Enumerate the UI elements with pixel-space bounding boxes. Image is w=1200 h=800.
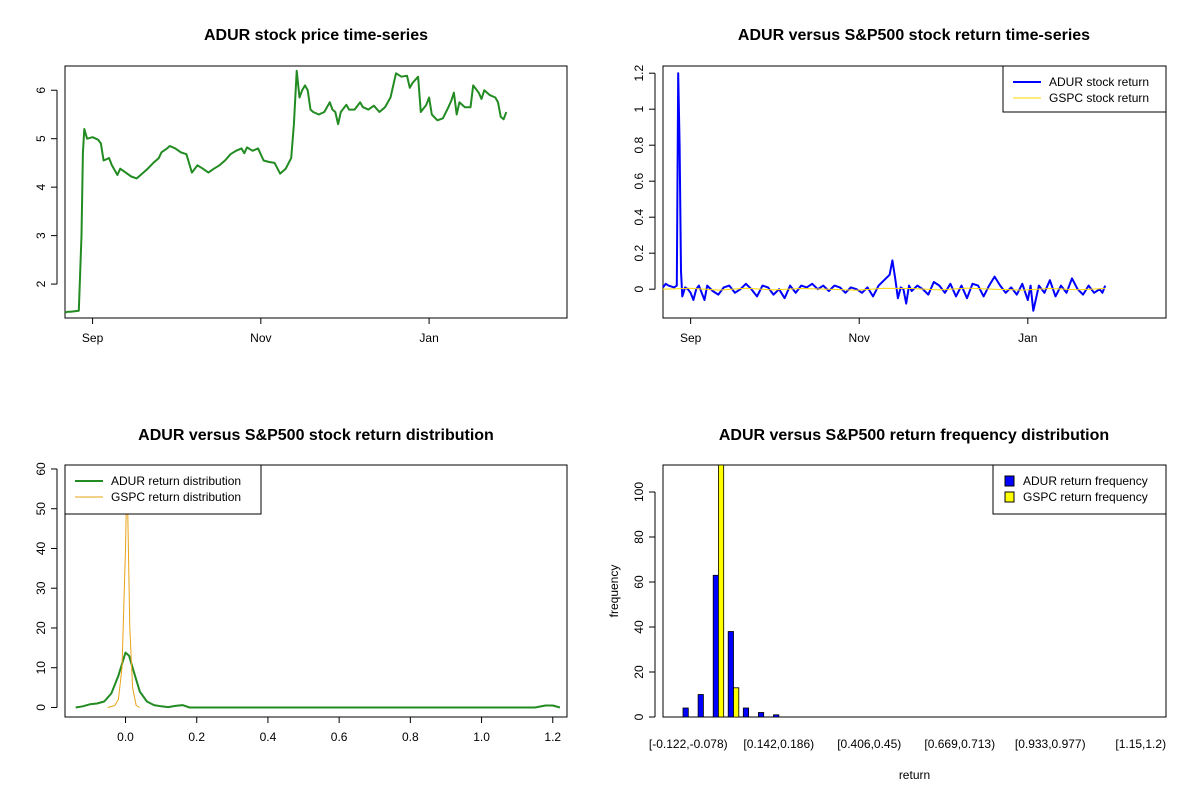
price-time-series-panel: ADUR stock price time-series 2 3 4 5 6 Sep Nov J…: [34, 27, 568, 345]
x-tick-label: Nov: [250, 331, 271, 345]
series-line-gspc-stock-return: [662, 287, 1106, 291]
x-tick-label: [1.15,1.2): [1115, 737, 1166, 751]
y-tick-label: 30: [34, 581, 48, 595]
legend-box: [992, 464, 1167, 515]
bar-gspc: [718, 464, 725, 718]
y-tick-label: 4: [34, 183, 48, 190]
x-tick-label: Jan: [1018, 331, 1037, 345]
y-tick-label: 60: [632, 575, 646, 589]
legend-label: GSPC return frequency: [1023, 490, 1148, 504]
series-line-adur-return-distribution: [75, 651, 561, 709]
legend-label: ADUR stock return: [1049, 75, 1149, 89]
legend-label: ADUR return distribution: [111, 474, 241, 488]
x-tick-label: Sep: [680, 331, 702, 345]
y-tick-label: 1: [632, 106, 646, 113]
y-tick-label: 0: [632, 286, 646, 293]
y-tick-label: 40: [34, 541, 48, 555]
legend-box: [64, 464, 262, 515]
x-tick-label: Nov: [849, 331, 870, 345]
y-tick-label: 60: [34, 462, 48, 476]
chart-title: ADUR versus S&P500 return frequency dist…: [719, 427, 1109, 444]
bar-adur: [727, 631, 734, 718]
x-tick-label: [0.142,0.186): [743, 737, 814, 751]
x-tick-label: [0.669,0.713): [924, 737, 995, 751]
legend-label: GSPC stock return: [1049, 91, 1149, 105]
bar-adur: [712, 574, 719, 718]
legend-label: ADUR return frequency: [1023, 474, 1148, 488]
bar-gspc: [733, 687, 740, 718]
return-frequency-panel: ADUR versus S&P500 return frequency dist…: [607, 427, 1167, 782]
bar-adur: [697, 694, 704, 718]
x-tick-label: 0.4: [260, 730, 277, 744]
legend-swatch: [1004, 491, 1015, 503]
bar-adur: [682, 707, 689, 718]
y-tick-label: 40: [632, 620, 646, 634]
x-tick-label: [-0.122,-0.078): [649, 737, 728, 751]
legend-label: GSPC return distribution: [111, 490, 241, 504]
x-tick-label: 1.2: [544, 730, 561, 744]
y-tick-label: 0.4: [632, 209, 646, 226]
y-tick-label: 0.6: [632, 173, 646, 190]
x-tick-label: Sep: [82, 331, 104, 345]
y-tick-label: 0.2: [632, 245, 646, 262]
y-tick-label: 20: [34, 621, 48, 635]
return-distribution-panel: ADUR versus S&P500 stock return distribu…: [34, 427, 568, 744]
y-tick-label: 0: [632, 713, 646, 720]
x-tick-label: 0.0: [117, 730, 134, 744]
y-tick-label: 10: [34, 661, 48, 675]
x-tick-label: Jan: [419, 331, 438, 345]
y-tick-label: 3: [34, 232, 48, 239]
y-axis-label: frequency: [607, 565, 621, 618]
y-tick-label: 80: [632, 530, 646, 544]
bar-adur: [758, 712, 765, 718]
chart-title: ADUR versus S&P500 stock return distribu…: [138, 427, 494, 444]
y-tick-label: 50: [34, 502, 48, 516]
x-tick-label: 1.0: [473, 730, 490, 744]
y-tick-label: 100: [632, 482, 646, 502]
legend-box: [1002, 65, 1167, 113]
series-line-main: [64, 69, 508, 314]
bar-adur: [742, 707, 749, 718]
y-tick-label: 0: [34, 704, 48, 711]
x-tick-label: 0.2: [188, 730, 205, 744]
y-tick-label: 20: [632, 665, 646, 679]
y-tick-label: 5: [34, 135, 48, 142]
bar-adur: [773, 714, 780, 718]
chart-title: ADUR versus S&P500 stock return time-ser…: [738, 27, 1090, 44]
y-tick-label: 1.2: [632, 65, 646, 82]
plot-frame: [662, 464, 1167, 718]
plot-frame: [64, 65, 568, 319]
x-axis-label: return: [899, 768, 930, 782]
x-tick-label: [0.933,0.977): [1015, 737, 1086, 751]
x-tick-label: [0.406,0.45): [837, 737, 901, 751]
y-tick-label: 0.8: [632, 137, 646, 154]
legend-swatch: [1004, 475, 1015, 487]
chart-title: ADUR stock price time-series: [204, 27, 428, 44]
x-tick-label: 0.8: [402, 730, 419, 744]
y-tick-label: 6: [34, 87, 48, 94]
return-time-series-panel: ADUR versus S&P500 stock return time-ser…: [632, 27, 1167, 345]
x-tick-label: 0.6: [331, 730, 348, 744]
series-line-adur-stock-return: [662, 72, 1107, 312]
y-tick-label: 2: [34, 280, 48, 287]
